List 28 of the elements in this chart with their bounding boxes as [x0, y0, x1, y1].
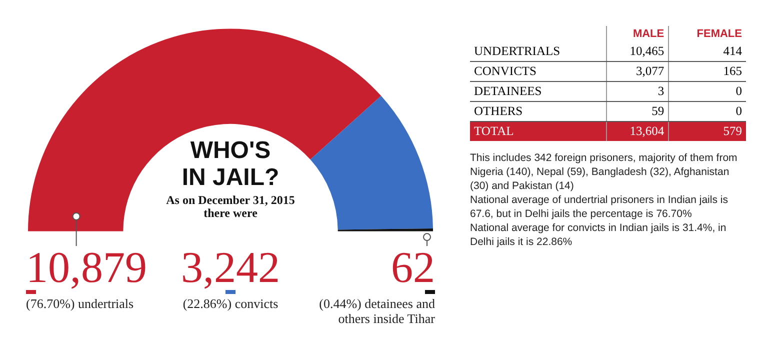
legend-label: (0.44%) detainees and others inside Tihar	[319, 296, 436, 326]
text: This includes 342 foreign prisoners, majority of them from Nigeria (140), Nepal (59), Bangladesh (32), Afghanistan (30) and Pakistan (14)	[470, 151, 738, 193]
text: WHO'S IN JAIL?	[182, 137, 280, 191]
y-tick-label: CONVICTS	[470, 62, 606, 82]
text: As on December 31, 2015 there were	[166, 193, 295, 220]
data-label: 10,879	[26, 243, 147, 292]
data-label: 165	[668, 62, 746, 82]
data-label: 579	[668, 122, 746, 141]
x-tick-label: FEMALE	[668, 26, 746, 42]
legend-label: (76.70%) undertrials	[26, 296, 134, 311]
data-label: 13,604	[606, 122, 669, 141]
data-label: 59	[606, 102, 669, 122]
data-label: 0	[668, 102, 746, 122]
x-tick-label: MALE	[606, 26, 669, 42]
y-tick-label: DETAINEES	[470, 82, 606, 102]
y-tick-label: UNDERTRIALS	[470, 42, 606, 62]
data-label: 0	[668, 82, 746, 102]
legend-label: (22.86%) convicts	[182, 296, 278, 311]
data-label: 10,465	[606, 42, 669, 62]
data-label: 3,242	[181, 243, 280, 292]
data-label: 3	[606, 82, 669, 102]
data-label: 3,077	[606, 62, 669, 82]
data-label: 62	[391, 243, 435, 292]
data-label: 414	[668, 42, 746, 62]
y-tick-label: TOTAL	[470, 122, 606, 141]
y-tick-label: OTHERS	[470, 102, 606, 122]
text: National average for convicts in Indian jails is 31.4%, in Delhi jails it is 22.86%	[470, 221, 728, 249]
text: National average of undertrial prisoners in Indian jails is 67.6, but in Delhi jails the percentage is 76.70%	[470, 193, 729, 221]
